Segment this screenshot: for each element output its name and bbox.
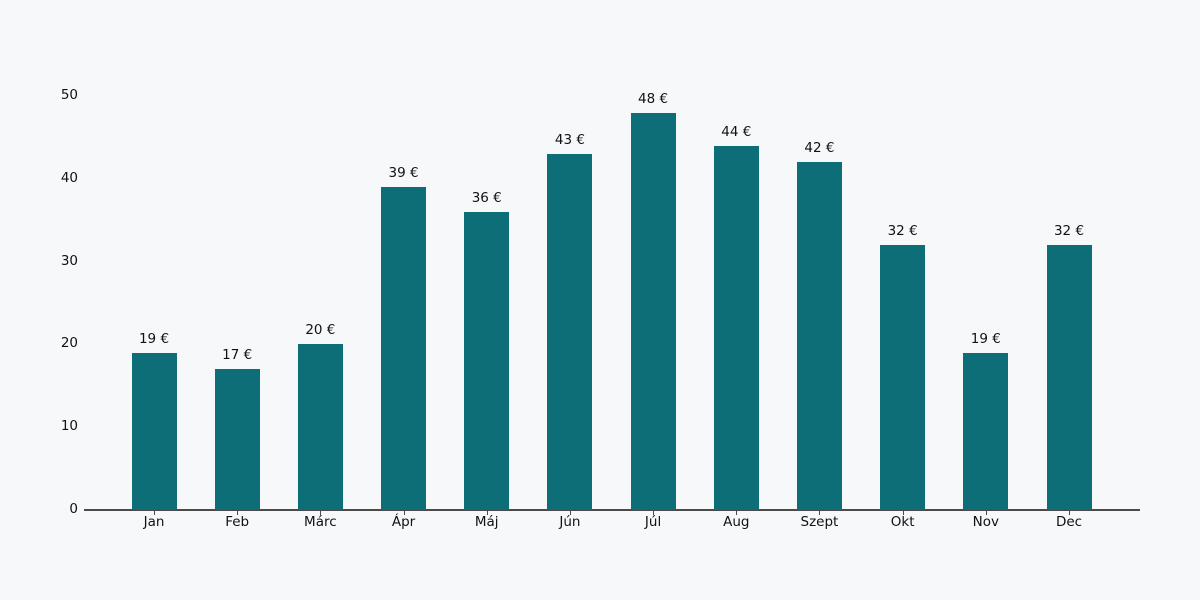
bar-feb	[214, 369, 260, 510]
x-tick-label-dec: Dec	[1055, 514, 1083, 530]
x-tick-label-aug: Aug	[723, 514, 750, 530]
x-tick-label-okt: Okt	[890, 514, 915, 530]
bar-value-label: 44 €	[721, 123, 752, 140]
y-tick-label: 10	[60, 418, 78, 435]
bar-value-label: 42 €	[804, 140, 835, 157]
x-axis-tick	[653, 511, 655, 515]
bar-aug	[713, 145, 759, 510]
bar-value-label: 39 €	[388, 165, 419, 182]
bar-value-label: 36 €	[471, 189, 502, 206]
x-axis-tick	[736, 511, 738, 515]
bar-jan	[131, 352, 177, 510]
x-axis-tick	[569, 511, 571, 515]
x-axis-tick	[237, 511, 239, 515]
x-tick-label-jan: Jan	[143, 514, 165, 530]
bar-nov	[963, 352, 1009, 510]
bar-value-label: 43 €	[554, 131, 585, 148]
x-axis-tick	[819, 511, 821, 515]
bar-dec	[1046, 245, 1092, 510]
x-tick-label-júl: Júl	[644, 514, 662, 530]
bar-value-label: 32 €	[1053, 223, 1085, 240]
bar-value-label: 32 €	[887, 223, 918, 240]
x-axis-tick	[1069, 511, 1070, 515]
y-tick-label: 40	[60, 169, 78, 186]
bar-szept	[796, 162, 842, 510]
bar-okt	[880, 245, 926, 510]
bar-júl	[630, 112, 676, 510]
bar-jún	[547, 153, 593, 510]
x-tick-label-jún: Jún	[559, 514, 581, 530]
bar-máj	[464, 211, 510, 510]
y-tick-label: 50	[60, 87, 78, 103]
x-axis-tick	[985, 511, 987, 515]
x-tick-label-ápr: Ápr	[391, 514, 416, 530]
x-tick-label-feb: Feb	[225, 514, 250, 530]
x-tick-label-nov: Nov	[972, 514, 999, 530]
y-tick-label: 30	[60, 252, 78, 269]
x-tick-label-szept: Szept	[800, 514, 839, 530]
x-tick-label-máj: Máj	[474, 514, 499, 530]
bar-value-label: 48 €	[638, 90, 669, 107]
y-tick-label: 0	[69, 501, 78, 517]
x-axis-tick	[154, 511, 155, 515]
x-axis-tick	[320, 511, 322, 515]
bar-value-label: 20 €	[305, 322, 336, 339]
x-axis-tick	[486, 511, 488, 515]
bar-value-label: 19 €	[138, 330, 170, 347]
bar-value-label: 17 €	[222, 347, 253, 364]
x-axis-tick	[902, 511, 904, 515]
bar-value-label: 19 €	[970, 330, 1001, 347]
x-axis-line	[84, 509, 1140, 511]
bar-ápr	[381, 187, 427, 510]
bar-márc	[297, 344, 343, 510]
x-tick-label-márc: Márc	[304, 514, 337, 530]
x-axis-tick	[403, 511, 405, 515]
y-tick-label: 20	[60, 335, 78, 352]
